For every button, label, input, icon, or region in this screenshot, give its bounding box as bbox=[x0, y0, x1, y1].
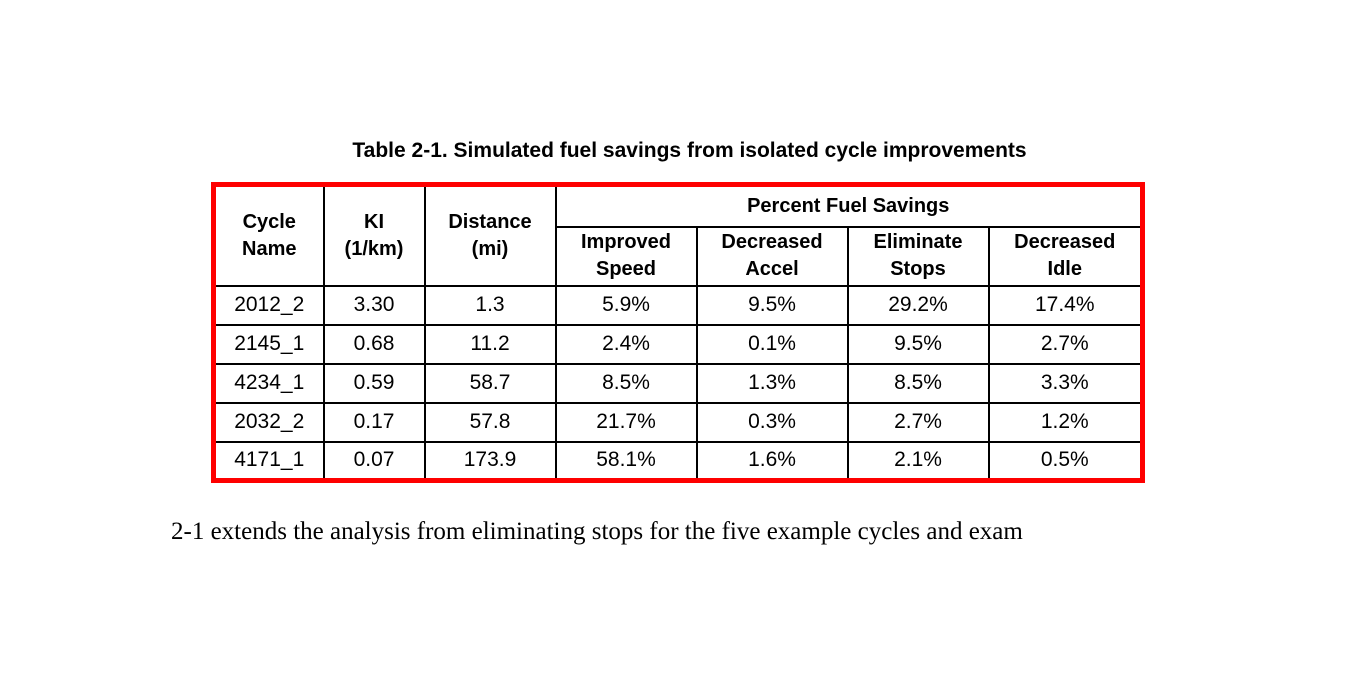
table-row: 4234_1 0.59 58.7 8.5% 1.3% 8.5% 3.3% bbox=[212, 362, 1144, 404]
table-cell: 3.30 bbox=[322, 284, 426, 326]
table-cell: 0.07 bbox=[322, 440, 426, 482]
table-cell: 9.5% bbox=[846, 323, 990, 365]
table-cell: 8.5% bbox=[846, 362, 990, 404]
table-cell: 21.7% bbox=[554, 401, 698, 443]
table-container: Cycle Name KI (1/km) Distance (mi) Perce… bbox=[211, 182, 1145, 483]
table-cell: 1.3 bbox=[423, 284, 557, 326]
table-cell: 0.5% bbox=[987, 440, 1144, 482]
table-cell: 1.6% bbox=[695, 440, 849, 482]
header-distance: Distance (mi) bbox=[423, 183, 557, 287]
header-row-group: Cycle Name KI (1/km) Distance (mi) Perce… bbox=[212, 183, 1144, 287]
table-cell: 173.9 bbox=[423, 440, 557, 482]
table-cell: 0.17 bbox=[322, 401, 426, 443]
table-cell: 11.2 bbox=[423, 323, 557, 365]
table-cell: 58.7 bbox=[423, 362, 557, 404]
table-cell: 1.3% bbox=[695, 362, 849, 404]
table-cell: 2.7% bbox=[987, 323, 1144, 365]
table-cell: 4171_1 bbox=[212, 440, 325, 482]
table-title: Table 2-1. Simulated fuel savings from i… bbox=[352, 139, 1027, 162]
table-cell: 2.4% bbox=[554, 323, 698, 365]
data-table: Cycle Name KI (1/km) Distance (mi) Perce… bbox=[211, 182, 1145, 483]
table-cell: 0.3% bbox=[695, 401, 849, 443]
header-percent-fuel-savings: Percent Fuel Savings bbox=[554, 183, 1144, 228]
table-cell: 17.4% bbox=[987, 284, 1144, 326]
table-cell: 9.5% bbox=[695, 284, 849, 326]
header-ki: KI (1/km) bbox=[322, 183, 426, 287]
table-cell: 2032_2 bbox=[212, 401, 325, 443]
table-cell: 0.59 bbox=[322, 362, 426, 404]
table-cell: 5.9% bbox=[554, 284, 698, 326]
table-cell: 57.8 bbox=[423, 401, 557, 443]
table-cell: 2.1% bbox=[846, 440, 990, 482]
header-decreased-accel: Decreased Accel bbox=[695, 225, 849, 287]
table-cell: 1.2% bbox=[987, 401, 1144, 443]
table-cell: 4234_1 bbox=[212, 362, 325, 404]
table-cell: 0.68 bbox=[322, 323, 426, 365]
header-eliminate-stops: Eliminate Stops bbox=[846, 225, 990, 287]
table-row: 2032_2 0.17 57.8 21.7% 0.3% 2.7% 1.2% bbox=[212, 401, 1144, 443]
table-cell: 2145_1 bbox=[212, 323, 325, 365]
table-cell: 8.5% bbox=[554, 362, 698, 404]
header-cycle-name: Cycle Name bbox=[212, 183, 325, 287]
table-cell: 2.7% bbox=[846, 401, 990, 443]
header-decreased-idle: Decreased Idle bbox=[987, 225, 1144, 287]
table-row: 4171_1 0.07 173.9 58.1% 1.6% 2.1% 0.5% bbox=[212, 440, 1144, 482]
table-cell: 29.2% bbox=[846, 284, 990, 326]
table-cell: 58.1% bbox=[554, 440, 698, 482]
header-improved-speed: Improved Speed bbox=[554, 225, 698, 287]
header-row-sub: Improved Speed Decreased Accel Eliminate… bbox=[214, 225, 1144, 287]
body-text: 2-1 extends the analysis from eliminatin… bbox=[171, 518, 1023, 545]
table-row: 2145_1 0.68 11.2 2.4% 0.1% 9.5% 2.7% bbox=[212, 323, 1144, 365]
table-cell: 0.1% bbox=[695, 323, 849, 365]
table-cell: 2012_2 bbox=[212, 284, 325, 326]
table-row: 2012_2 3.30 1.3 5.9% 9.5% 29.2% 17.4% bbox=[212, 284, 1144, 326]
table-cell: 3.3% bbox=[987, 362, 1144, 404]
